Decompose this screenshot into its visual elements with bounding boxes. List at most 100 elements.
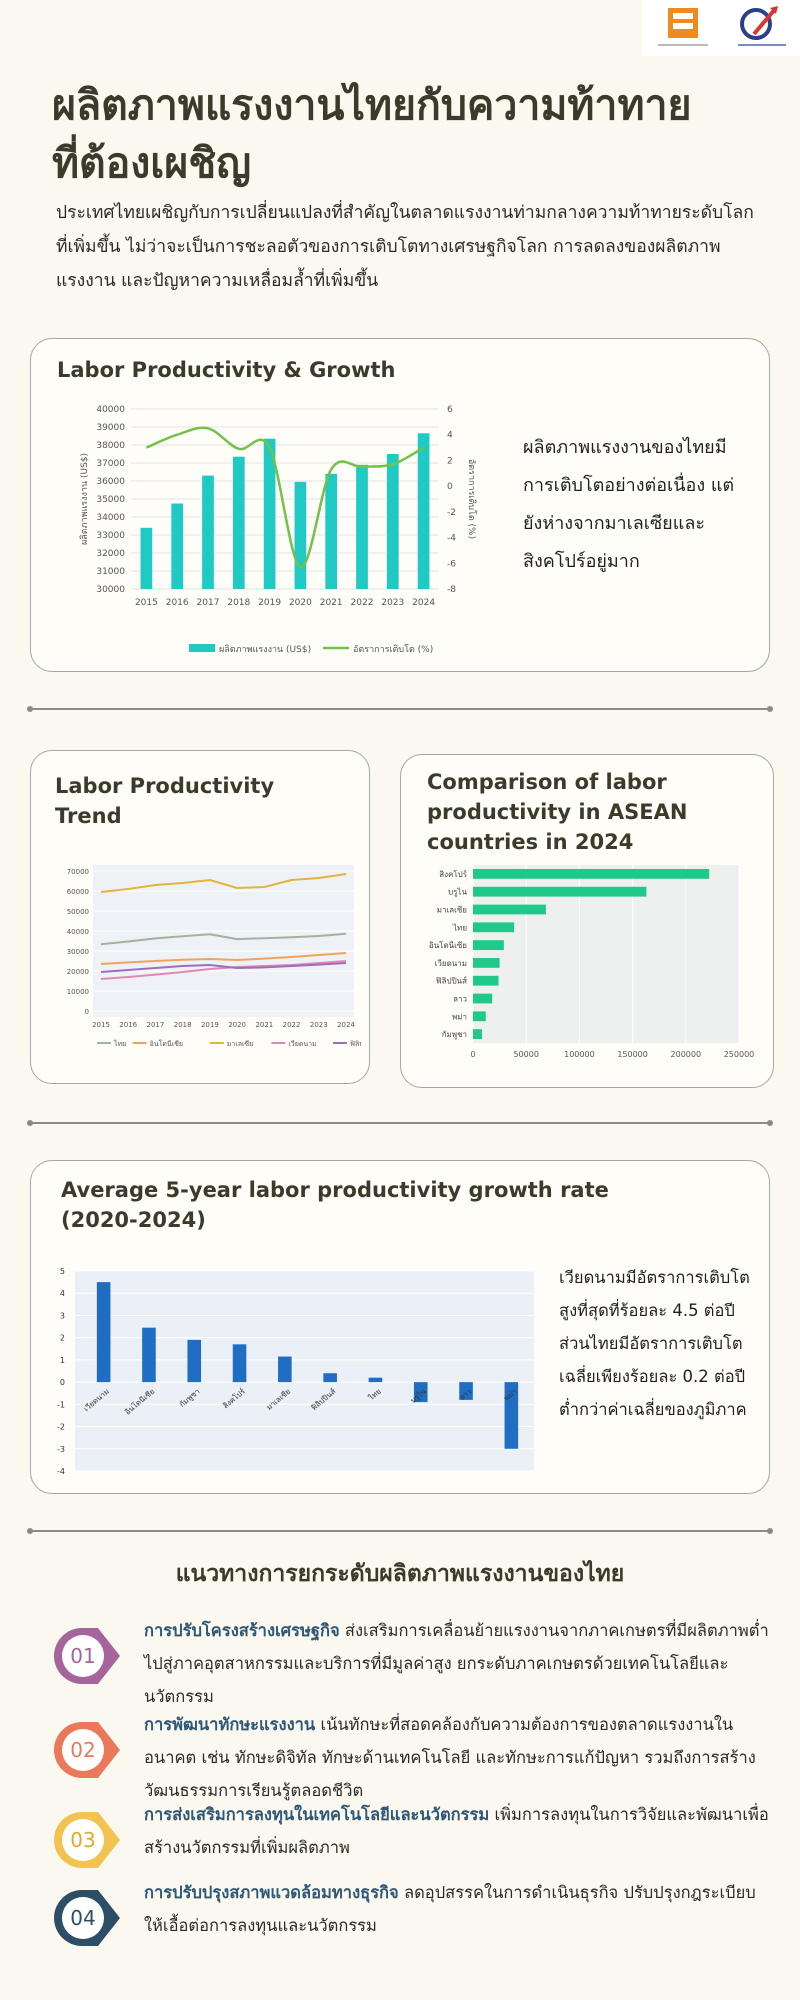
step-text: การปรับโครงสร้างเศรษฐกิจ ส่งเสริมการเคลื…	[144, 1614, 770, 1713]
y-tick-label: 37000	[96, 459, 125, 469]
step-heading: การปรับปรุงสภาพแวดล้อมทางธุรกิจ	[144, 1883, 399, 1902]
x-tick-label: 2015	[92, 1021, 110, 1029]
y2-tick-label: -4	[447, 534, 456, 544]
legend-label: อัตราการเติบโต (%)	[353, 644, 433, 655]
step-text: การปรับปรุงสภาพแวดล้อมทางธุรกิจ ลดอุปสรร…	[144, 1876, 770, 1942]
bar	[96, 1282, 111, 1383]
step-number: 01	[70, 1644, 95, 1668]
y2-tick-label: 0	[447, 482, 453, 492]
y-tick-label: 20000	[67, 968, 89, 976]
x-tick-label: 150000	[617, 1050, 648, 1059]
bar	[417, 433, 430, 589]
y2-tick-label: -2	[447, 508, 456, 518]
bar	[232, 456, 245, 589]
y-tick-label: 0	[85, 1008, 89, 1016]
step-number: 04	[70, 1906, 95, 1930]
x-tick-label: 2018	[174, 1021, 192, 1029]
productivity-growth-chart: 30000 31000 32000 33000 34000 35000 36000 37000…	[79, 405, 477, 655]
bar	[413, 1382, 428, 1403]
card-note: เวียดนามมีอัตราการเติบโตสูงที่สุดที่ร้อย…	[559, 1268, 750, 1419]
legend-label: มาเลเซีย	[227, 1040, 253, 1048]
bar	[232, 1344, 247, 1383]
x-tick-label: 2022	[351, 598, 374, 608]
y-axis-label: ผลิตภาพแรงงาน (US$)	[79, 453, 90, 545]
bar	[356, 464, 368, 589]
productivity-trend-card: Labor Productivity Trend 0 10000 20000 3000…	[30, 750, 370, 1084]
y-tick-label: สิงคโปร์	[439, 869, 468, 879]
step-number: 03	[70, 1828, 95, 1852]
section-divider	[27, 706, 773, 712]
y-tick-label: 30000	[96, 585, 125, 595]
y-tick-label: -2	[57, 1423, 65, 1432]
x-tick-label: 2015	[135, 598, 158, 608]
guideline-step: 02 การพัฒนาทักษะแรงงาน เน้นทักษะที่สอดคล้…	[52, 1708, 772, 1800]
step-text: การส่งเสริมการลงทุนในเทคโนโลยีและนวัตกรร…	[144, 1798, 770, 1864]
step-number-badge: 04	[54, 1890, 120, 1946]
y-tick-label: -4	[57, 1467, 65, 1476]
legend-label: ฟิลิปปินส์	[350, 1040, 361, 1048]
step-heading: การพัฒนาทักษะแรงงาน	[144, 1715, 316, 1734]
card-title: Labor Productivity & Growth	[57, 358, 396, 382]
step-number-badge: 01	[54, 1628, 120, 1684]
series-line	[100, 962, 347, 973]
y-tick-label: 4	[60, 1289, 65, 1298]
y-tick-label: 0	[60, 1378, 65, 1387]
bar	[187, 1339, 202, 1383]
card-title: Comparison of labor productivity in ASEA…	[427, 770, 688, 854]
bar	[473, 922, 515, 933]
guideline-step: 03 การส่งเสริมการลงทุนในเทคโนโลยีและนวัตก…	[52, 1798, 772, 1878]
series-line	[100, 873, 347, 893]
asean-comparison-card: Comparison of labor productivity in ASEA…	[400, 754, 774, 1088]
y-tick-label: 34000	[96, 513, 125, 523]
step-text: การพัฒนาทักษะแรงงาน เน้นทักษะที่สอดคล้อง…	[144, 1708, 770, 1807]
y-tick-label: 10000	[67, 988, 89, 996]
bar	[142, 1327, 156, 1383]
bar	[325, 473, 338, 589]
x-tick-label: 2022	[283, 1021, 301, 1029]
series-line	[100, 952, 347, 965]
x-tick-label: 2021	[320, 598, 343, 608]
growth-rate-card: Average 5-year labor productivity growth…	[30, 1160, 770, 1494]
x-tick-label: 200000	[671, 1050, 702, 1059]
legend-swatch	[189, 644, 215, 652]
y-tick-label: 32000	[96, 549, 125, 559]
bar	[278, 1356, 292, 1383]
y-tick-label: ไทย	[452, 923, 467, 932]
y2-tick-label: 6	[447, 405, 453, 415]
x-tick-label: 2019	[201, 1021, 219, 1029]
y-tick-label: พม่า	[452, 1012, 467, 1021]
card-note: ผลิตภาพแรงงานของไทยมีการเติบโตอย่างต่อเน…	[523, 437, 735, 572]
y-tick-label: 2	[60, 1334, 65, 1343]
bar	[140, 527, 153, 589]
y-tick-label: -3	[57, 1445, 65, 1454]
bar	[294, 481, 307, 589]
y-tick-label: 38000	[96, 441, 125, 451]
bar	[202, 475, 214, 589]
step-body: เพิ่มการลงทุนในการวิจัยและพัฒนาเพื่อสร้า…	[144, 1805, 769, 1857]
y-tick-label: เวียดนาม	[435, 959, 467, 968]
step-body: เน้นทักษะที่สอดคล้องกับความต้องการของตลา…	[144, 1715, 756, 1800]
y-tick-label: 40000	[67, 928, 89, 936]
productivity-growth-card: Labor Productivity & Growth 30000 31000 32…	[30, 338, 770, 672]
x-tick-label: 250000	[724, 1050, 755, 1059]
bar	[323, 1373, 337, 1383]
y-tick-label: กัมพูชา	[442, 1030, 467, 1040]
bar	[386, 454, 399, 589]
y-tick-label: 36000	[96, 477, 125, 487]
bar	[473, 904, 546, 915]
x-tick-label: 2017	[197, 598, 220, 608]
bar	[473, 1029, 483, 1039]
y-tick-label: 39000	[96, 423, 125, 433]
series-line	[100, 932, 347, 946]
y-tick-label: 30000	[67, 948, 89, 956]
x-tick-label: 2021	[255, 1021, 273, 1029]
x-tick-label: 2019	[258, 598, 281, 608]
y-tick-label: 50000	[67, 908, 89, 916]
bar	[473, 975, 499, 986]
productivity-trend-chart: 0 10000 20000 30000 40000 50000 60000 70000 2015…	[67, 865, 361, 1048]
intro-paragraph: ประเทศไทยเผชิญกับการเปลี่ยนแปลงที่สำคัญใ…	[56, 203, 754, 291]
step-number-badge: 03	[54, 1812, 120, 1868]
y-tick-label: 1	[60, 1356, 65, 1365]
y-tick-label: 40000	[96, 405, 125, 415]
